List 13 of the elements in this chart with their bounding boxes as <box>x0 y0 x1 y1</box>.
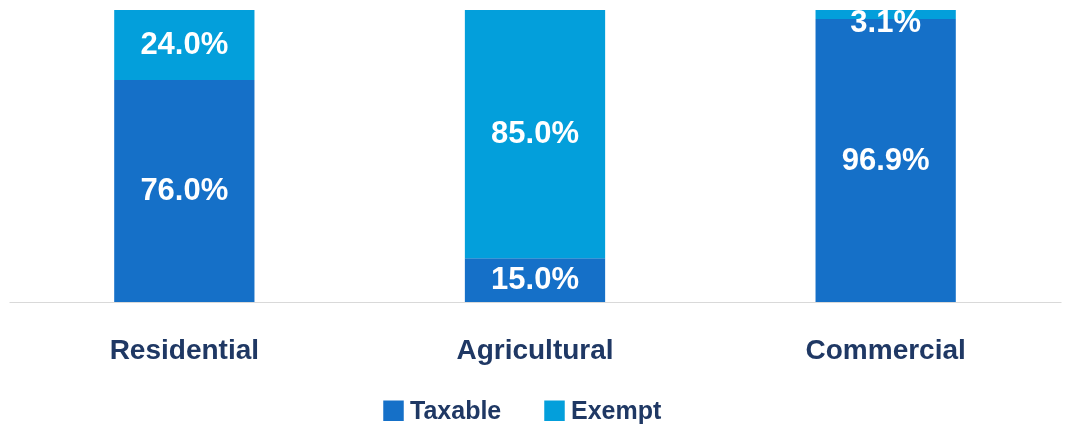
data-label: 76.0% <box>140 172 229 208</box>
data-label: 24.0% <box>140 26 229 62</box>
data-label: 3.1% <box>850 4 921 39</box>
bar <box>464 10 606 259</box>
x-tick-label: Commercial <box>805 333 966 365</box>
bar <box>114 80 255 302</box>
legend-label: Exempt <box>571 395 662 424</box>
legend-label: Taxable <box>410 395 502 424</box>
x-tick-label: Residential <box>109 333 260 365</box>
data-label: 15.0% <box>491 261 579 297</box>
x-tick-label: Agricultural <box>456 333 614 365</box>
data-label: 85.0% <box>491 115 579 151</box>
data-label: 96.9% <box>841 141 930 177</box>
